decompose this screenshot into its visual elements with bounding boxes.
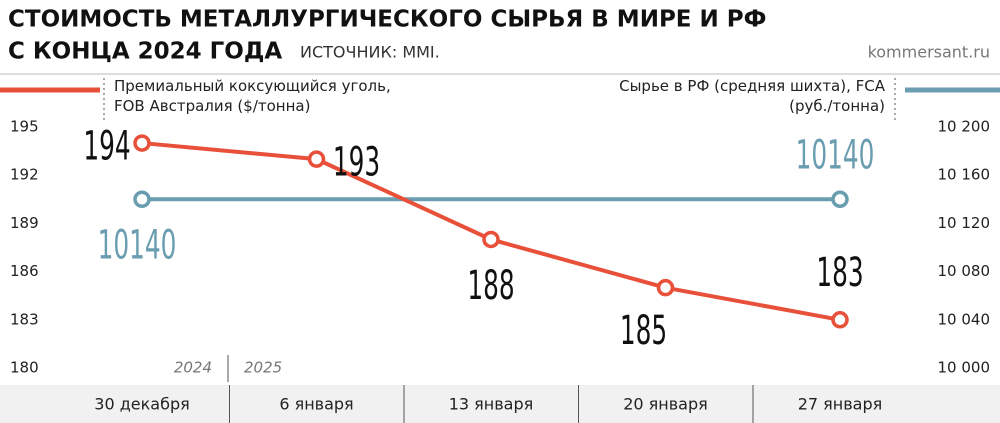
y2-tick-label: 10 200 [938, 118, 991, 136]
y-tick-label: 183 [10, 310, 39, 328]
title-line: СТОИМОСТЬ МЕТАЛЛУРГИЧЕСКОГО СЫРЬЯ В МИРЕ… [8, 7, 766, 33]
data-label: 10140 [796, 131, 875, 178]
y2-tick-label: 10 080 [938, 262, 991, 280]
year-label: 2025 [244, 359, 282, 377]
point [831, 190, 849, 209]
x-tick-label: 27 января [798, 395, 883, 414]
y2-tick-label: 10 120 [938, 214, 991, 232]
point [656, 278, 675, 297]
credit: kommersant.ru [868, 43, 990, 62]
legend-entry: Сырье в РФ (средняя шихта), FCA (руб./то… [619, 77, 885, 115]
data-label: 185 [620, 307, 667, 354]
y-tick-label: 189 [10, 214, 39, 232]
y-tick-label: 186 [10, 262, 39, 280]
point [307, 150, 326, 168]
data-label: 194 [83, 122, 130, 169]
y-tick-label: 192 [10, 166, 39, 184]
y2-tick-label: 10 160 [938, 166, 991, 184]
data-label: 188 [467, 262, 514, 309]
category-band [0, 385, 1000, 423]
y-tick-label: 180 [10, 359, 39, 377]
point [482, 230, 500, 249]
x-tick-label: 13 января [449, 395, 534, 414]
year-label: 2024 [174, 359, 212, 377]
x-tick-label: 30 декабря [94, 395, 189, 414]
data-label: 183 [816, 249, 863, 296]
data-label: 10140 [98, 221, 177, 268]
point [133, 134, 151, 152]
data-label: 193 [333, 138, 380, 185]
y2-tick-label: 10 000 [938, 359, 991, 377]
title-line: С КОНЦА 2024 ГОДА [8, 39, 282, 65]
legend-entry: Премиальный коксующийся уголь, FOB Австр… [114, 77, 391, 115]
x-tick-label: 20 января [623, 395, 708, 414]
source: ИСТОЧНИК: MMI. [300, 43, 440, 62]
point [831, 311, 849, 329]
y2-tick-label: 10 040 [938, 310, 991, 328]
x-tick-label: 6 января [279, 395, 353, 414]
y-tick-label: 195 [10, 118, 39, 136]
point [133, 190, 151, 209]
